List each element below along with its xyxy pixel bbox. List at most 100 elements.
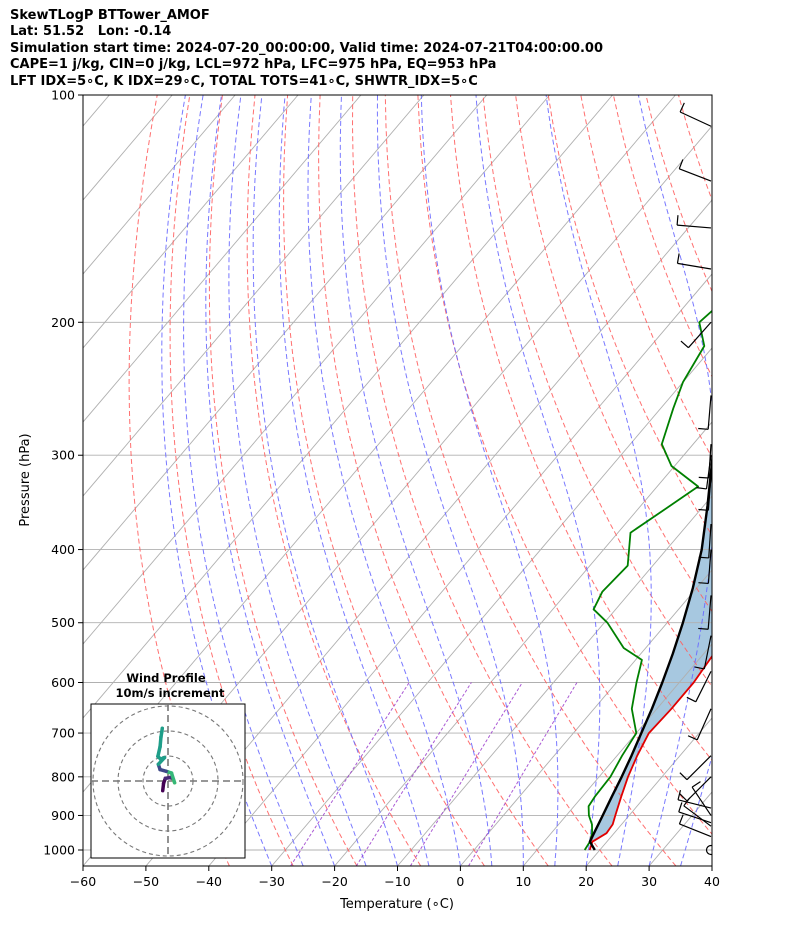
hodograph-subtitle: 10m/s increment bbox=[116, 686, 225, 700]
wind-barb-flag bbox=[698, 627, 709, 630]
isotherm-line bbox=[83, 95, 236, 275]
wind-barb-shaft bbox=[707, 476, 712, 511]
mixing-ratio-line bbox=[355, 682, 472, 866]
x-tick-label: 20 bbox=[578, 874, 594, 889]
header-times: Simulation start time: 2024-07-20_00:00:… bbox=[10, 40, 603, 56]
header-title: SkewTLogP BTTower_AMOF bbox=[10, 8, 210, 23]
x-axis-label: Temperature (∘C) bbox=[339, 897, 454, 912]
wind-barb-shaft bbox=[707, 395, 712, 430]
chart-header: SkewTLogP BTTower_AMOF Lat: 51.52 Lon: -… bbox=[10, 8, 603, 90]
x-tick-label: −10 bbox=[384, 874, 410, 889]
hodograph-title: Wind Profile bbox=[126, 671, 206, 685]
x-tick-label: 10 bbox=[515, 874, 531, 889]
isotherm-line bbox=[334, 421, 712, 866]
dry-adiabat-line bbox=[450, 95, 712, 762]
wind-barb-flag bbox=[698, 582, 709, 585]
isotherm-line bbox=[145, 199, 712, 866]
y-tick-label: 500 bbox=[51, 615, 75, 630]
wind-barb-shaft bbox=[708, 444, 712, 479]
wind-barb-shaft bbox=[679, 111, 712, 127]
x-axis-ticks: −60 −50 −40 −30 −20 −10 0 10 20 30 40 bbox=[70, 866, 720, 889]
isotherm-line bbox=[83, 95, 362, 423]
wind-barb-flag bbox=[676, 215, 679, 226]
dry-adiabat-line bbox=[169, 95, 294, 866]
wind-barb-shaft bbox=[677, 799, 712, 809]
isotherm-line bbox=[83, 95, 425, 497]
wind-barb-shaft bbox=[696, 708, 712, 741]
dry-adiabat-line bbox=[246, 95, 422, 866]
y-tick-label: 400 bbox=[51, 542, 75, 557]
x-tick-label: 30 bbox=[641, 874, 657, 889]
moist-adiabat-line bbox=[183, 95, 304, 866]
isotherm-line bbox=[460, 569, 712, 866]
wind-barb-flag bbox=[698, 476, 709, 479]
wind-barb-flag bbox=[691, 781, 701, 788]
wind-barb-flag bbox=[678, 159, 684, 170]
mixing-ratio-line bbox=[290, 682, 410, 866]
y-tick-label: 300 bbox=[51, 448, 75, 463]
wind-barb-shaft bbox=[679, 823, 712, 838]
y-axis-label: Pressure (hPa) bbox=[18, 433, 33, 526]
y-tick-label: 700 bbox=[51, 726, 75, 741]
y-tick-label: 200 bbox=[51, 315, 75, 330]
x-tick-label: 40 bbox=[704, 874, 720, 889]
cape-fill bbox=[589, 462, 712, 842]
moist-adiabat-line bbox=[278, 95, 430, 866]
moist-adiabat-line bbox=[161, 95, 273, 866]
wind-barb-flag bbox=[676, 253, 680, 264]
moist-adiabat-line bbox=[252, 95, 398, 866]
dry-adiabat-line bbox=[482, 95, 712, 688]
isotherm-line bbox=[271, 347, 712, 866]
wind-barb-flag bbox=[687, 735, 698, 741]
hodograph-trace bbox=[156, 726, 177, 793]
moist-adiabat-line bbox=[475, 95, 601, 866]
wind-barb-flag bbox=[678, 814, 684, 825]
x-tick-label: −40 bbox=[196, 874, 222, 889]
wind-barb-flag bbox=[680, 340, 689, 349]
wind-barb-shaft bbox=[677, 224, 712, 229]
isotherm-line bbox=[397, 495, 712, 866]
y-tick-label: 1000 bbox=[43, 843, 75, 858]
wind-barb-shaft bbox=[683, 805, 712, 827]
y-axis-ticks: 100 200 300 400 500 600 700 800 900 1000 bbox=[43, 88, 83, 858]
dry-adiabat-line bbox=[351, 95, 613, 866]
dry-adiabat-line bbox=[384, 95, 677, 866]
calm-wind-circle bbox=[705, 844, 712, 856]
wind-barb-flag bbox=[696, 487, 707, 490]
temperature-line bbox=[588, 654, 712, 851]
wind-barb-flag bbox=[698, 427, 709, 430]
wind-barb-shaft bbox=[707, 595, 712, 630]
isotherm-line bbox=[711, 865, 712, 866]
wind-barb-shaft bbox=[708, 523, 712, 558]
isotherm-line bbox=[83, 95, 488, 571]
dewpoint-line bbox=[583, 309, 712, 851]
wind-barb-shaft bbox=[686, 776, 712, 802]
wind-barb-shaft bbox=[677, 262, 712, 270]
wind-barb-shaft bbox=[707, 549, 712, 584]
moist-adiabat-line bbox=[339, 95, 493, 866]
isotherm-line bbox=[83, 95, 550, 645]
wind-barb-shaft bbox=[678, 811, 712, 824]
wind-barbs bbox=[676, 102, 712, 856]
header-location: Lat: 51.52 Lon: -0.14 bbox=[10, 24, 172, 40]
hodograph-rings bbox=[91, 704, 245, 858]
dry-adiabat-line bbox=[318, 95, 549, 866]
wind-barb-shaft bbox=[679, 168, 712, 182]
moist-adiabat-line bbox=[711, 864, 712, 866]
mixing-ratio-line bbox=[468, 682, 578, 866]
moist-adiabat-line bbox=[376, 95, 524, 866]
wind-barb-flag bbox=[679, 102, 685, 113]
dry-adiabat-line bbox=[283, 95, 485, 866]
wind-barb-flag bbox=[677, 789, 682, 800]
moist-adiabat-line bbox=[228, 95, 367, 866]
moist-adiabat-line bbox=[205, 95, 336, 866]
moist-adiabat-line bbox=[545, 95, 652, 866]
hodograph: Wind Profile 10m/s increment bbox=[90, 671, 246, 859]
y-tick-label: 600 bbox=[51, 675, 75, 690]
wind-barb-flag bbox=[698, 556, 709, 559]
x-tick-label: −60 bbox=[70, 874, 96, 889]
cape-area bbox=[589, 462, 712, 842]
wind-barb-flag bbox=[694, 666, 705, 670]
x-tick-label: −20 bbox=[321, 874, 347, 889]
